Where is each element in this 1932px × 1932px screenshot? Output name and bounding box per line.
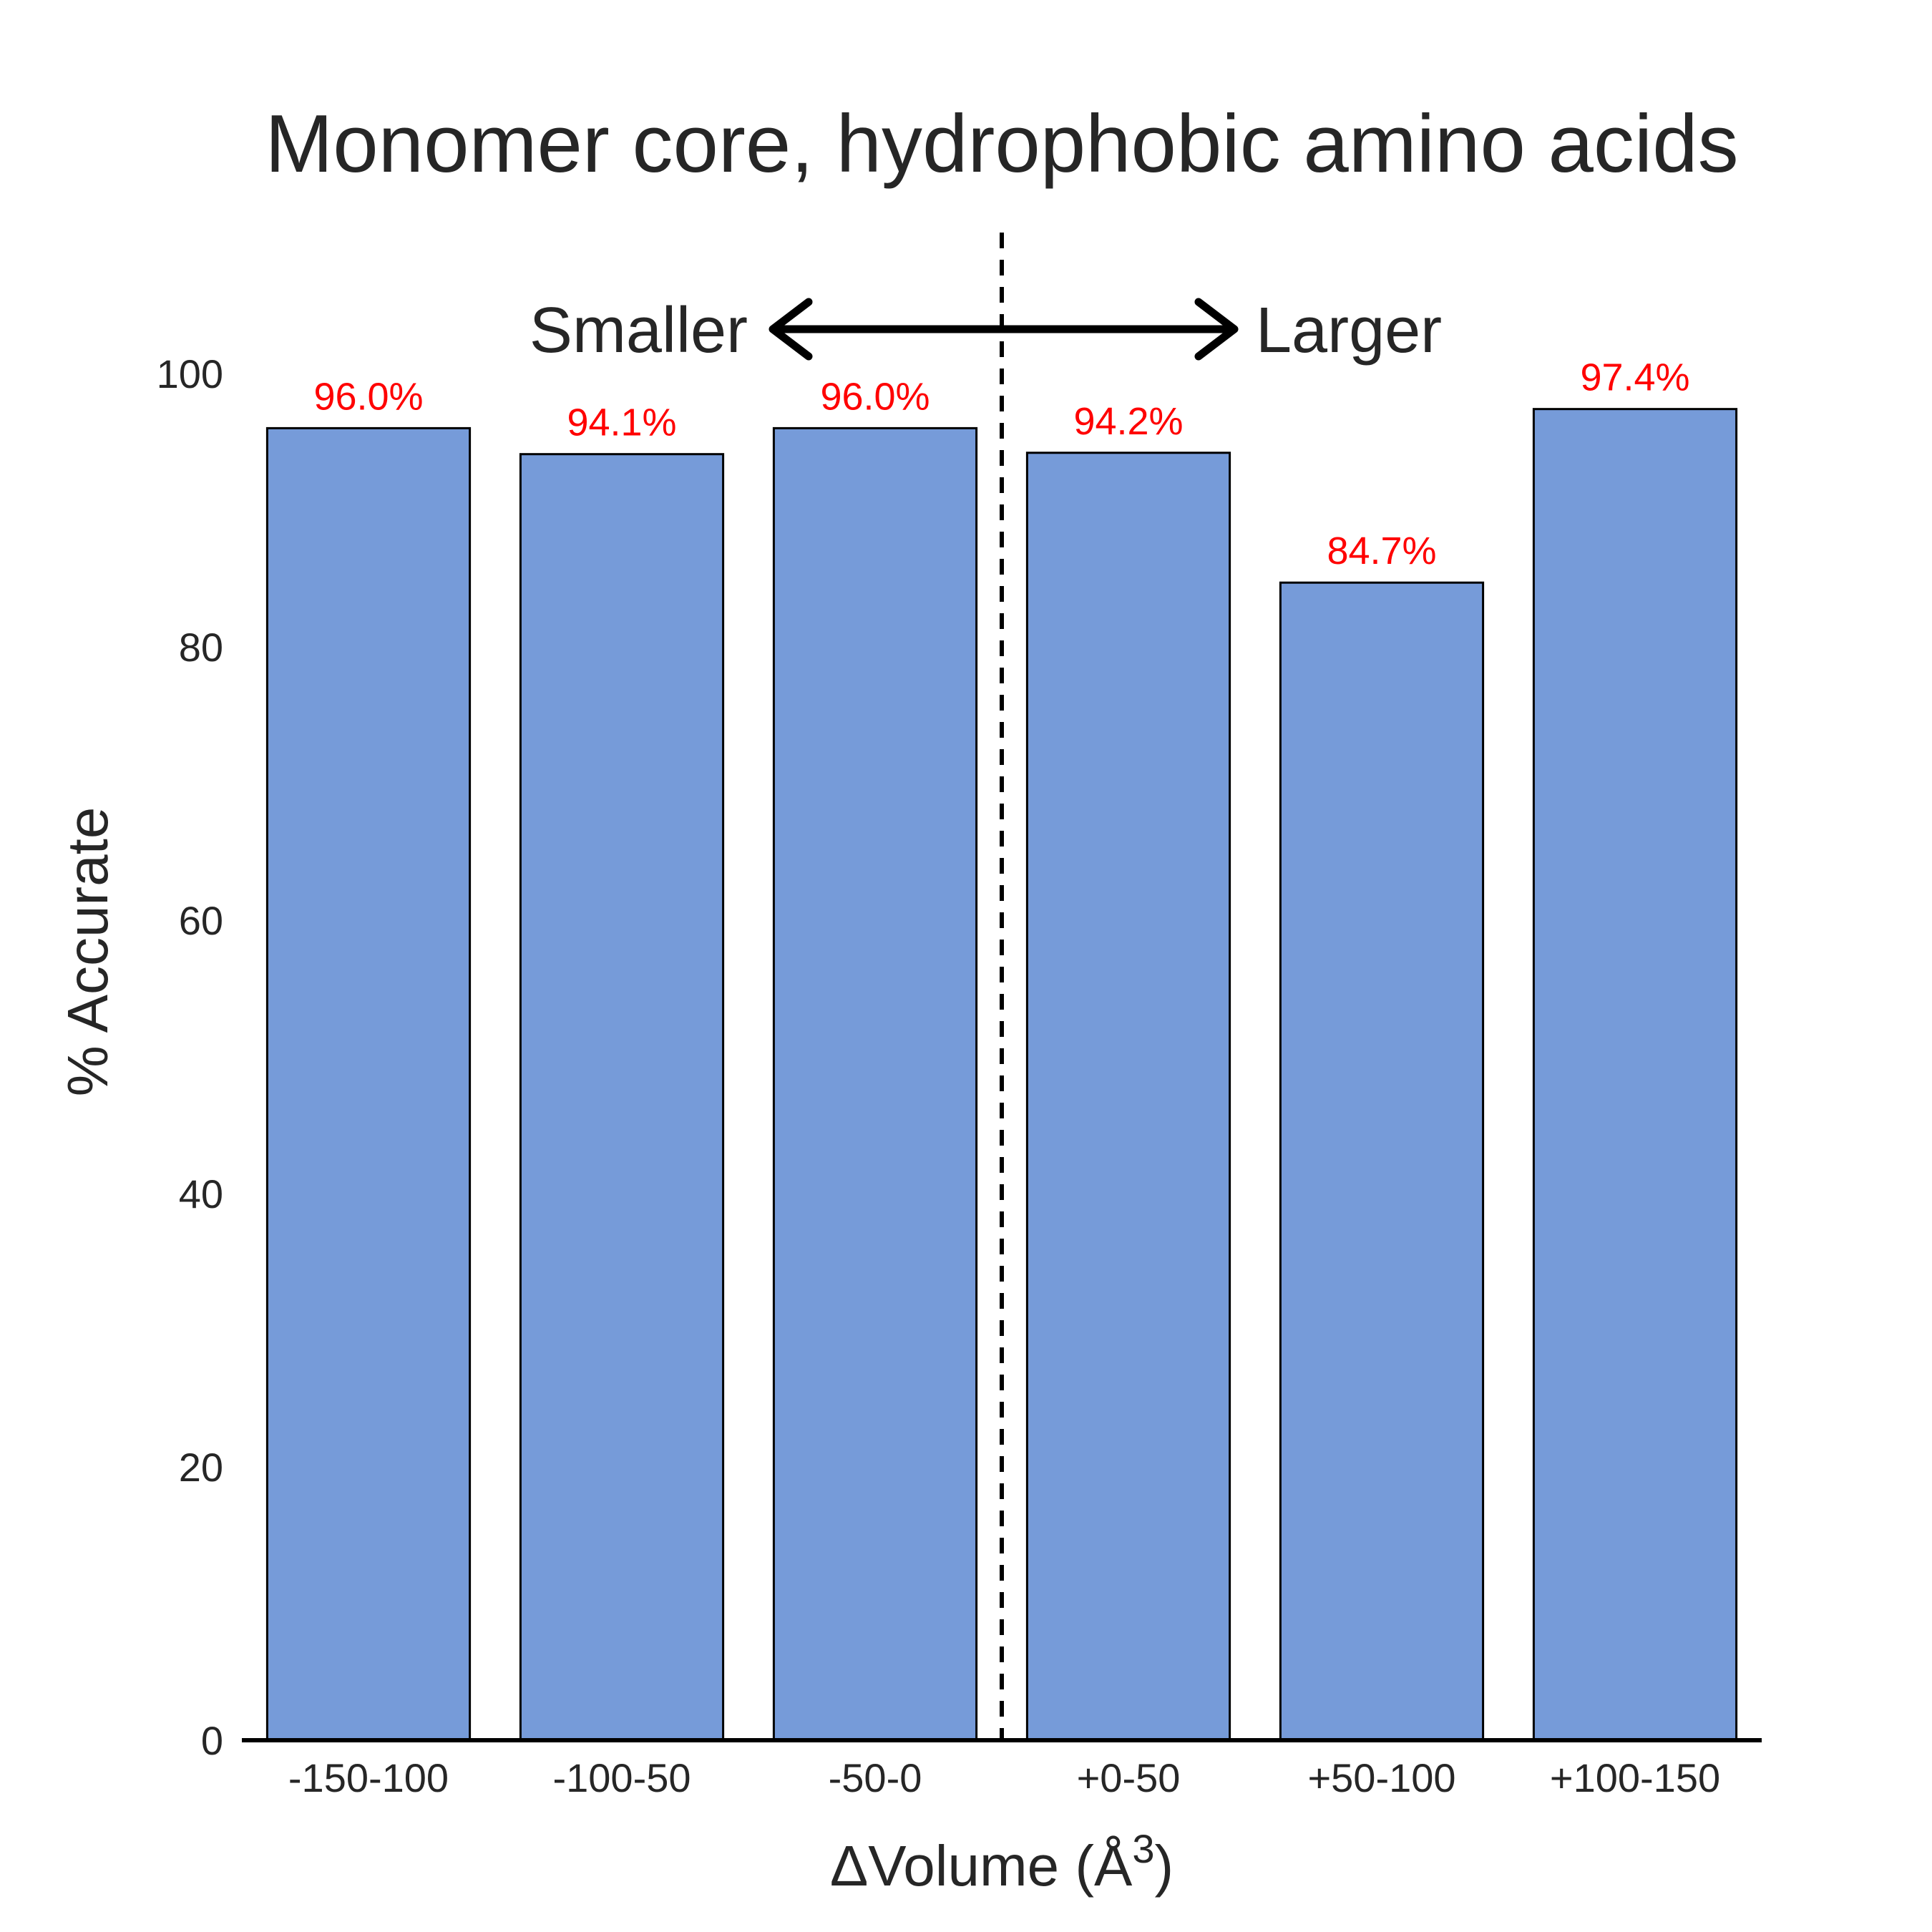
- x-tick-label-0: -150-100: [288, 1755, 449, 1800]
- bar-4: [1279, 581, 1485, 1742]
- y-tick-label-4: 80: [179, 625, 223, 670]
- data-label-4: 84.7%: [1327, 530, 1436, 572]
- y-tick-label-1: 20: [179, 1445, 223, 1490]
- data-label-0: 96.0%: [313, 375, 423, 418]
- direction-label-larger: Larger: [1256, 295, 1442, 366]
- data-label-2: 96.0%: [820, 375, 930, 418]
- y-tick-label-2: 40: [179, 1171, 223, 1216]
- x-tick-label-3: +0-50: [1077, 1755, 1181, 1800]
- bar-2: [772, 426, 978, 1742]
- y-tick-label-3: 60: [179, 898, 223, 943]
- x-axis-label-suffix: ): [1155, 1834, 1174, 1898]
- x-tick-label-1: -100-50: [552, 1755, 691, 1800]
- bar-5: [1532, 408, 1738, 1742]
- y-tick-label-5: 100: [157, 351, 223, 396]
- direction-label-smaller: Smaller: [530, 295, 748, 366]
- x-tick-label-2: -50-0: [829, 1755, 922, 1800]
- x-axis-label-superscript: 3: [1132, 1826, 1154, 1871]
- bar-0: [265, 426, 472, 1742]
- right-arrowhead-icon: [1194, 298, 1239, 361]
- x-axis-label: ΔVolume (Å3): [830, 1826, 1174, 1898]
- bar-1: [519, 453, 725, 1742]
- x-tick-label-5: +100-150: [1550, 1755, 1720, 1800]
- x-tick-label-4: +50-100: [1307, 1755, 1455, 1800]
- plot-area: 0 20 40 60 80 100 96.0% -150-100 94.1% -100-50 96.…: [157, 233, 1762, 1800]
- data-label-5: 97.4%: [1580, 356, 1689, 399]
- chart-title: Monomer core, hydrophobic amino acids: [265, 99, 1738, 190]
- data-label-3: 94.2%: [1073, 400, 1183, 443]
- x-axis-label-main: ΔVolume (Å: [830, 1834, 1133, 1898]
- left-arrowhead-icon: [769, 298, 813, 361]
- y-axis-label: % Accurate: [56, 807, 119, 1097]
- data-label-1: 94.1%: [567, 401, 676, 444]
- y-tick-label-0: 0: [201, 1718, 223, 1763]
- bar-3: [1025, 452, 1231, 1742]
